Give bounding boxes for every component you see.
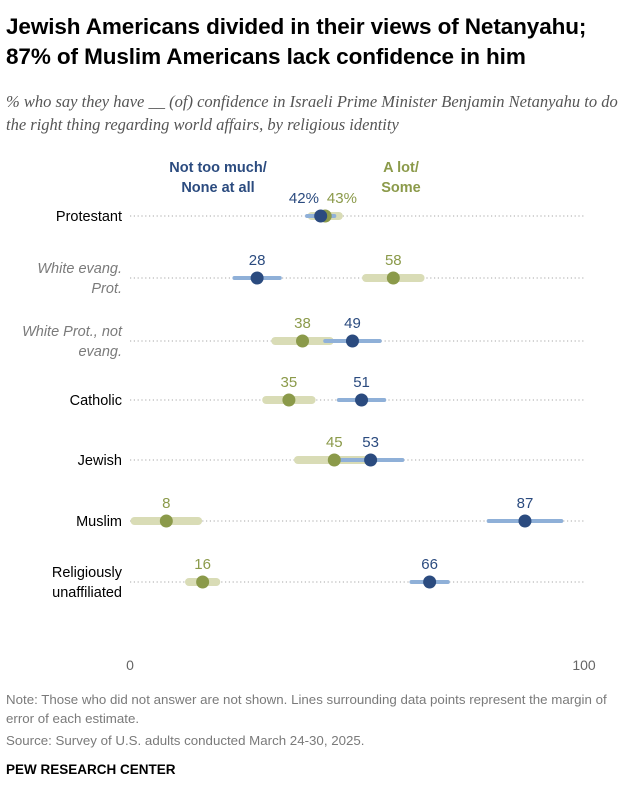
dot-a-lot — [196, 575, 210, 589]
row-label: Catholic — [70, 393, 122, 409]
chart-note: Note: Those who did not answer are not s… — [6, 692, 607, 726]
value-label-a-lot: 8 — [162, 495, 170, 512]
dot-not-too-much — [364, 453, 378, 467]
value-label-a-lot: 35 — [281, 374, 298, 391]
value-label-not-too-much: 66 — [421, 556, 438, 573]
value-label-not-too-much: 28 — [249, 252, 266, 269]
dot-not-too-much — [518, 514, 532, 528]
x-tick-label: 0 — [126, 657, 134, 673]
value-label-not-too-much: 42% — [289, 190, 319, 207]
value-label-a-lot: 43% — [327, 190, 357, 207]
row-label: evang. — [78, 344, 122, 360]
row-label: Muslim — [76, 514, 122, 530]
dot-not-too-much — [314, 209, 328, 223]
row-label: White evang. — [37, 261, 122, 277]
legend-not-too-much: Not too much/ — [169, 160, 266, 176]
dot-a-lot — [282, 393, 296, 407]
value-label-a-lot: 16 — [194, 556, 211, 573]
value-label-a-lot: 45 — [326, 434, 343, 451]
value-label-not-too-much: 87 — [517, 495, 534, 512]
legend-a-lot: A lot/ — [383, 160, 419, 176]
row-label: unaffiliated — [52, 585, 122, 601]
row-label: Protestant — [56, 209, 122, 225]
dot-a-lot — [159, 514, 173, 528]
value-label-a-lot: 58 — [385, 252, 402, 269]
value-label-not-too-much: 53 — [362, 434, 379, 451]
row-label: Jewish — [78, 453, 122, 469]
chart-title: Jewish Americans divided in their views … — [6, 14, 587, 69]
value-label-not-too-much: 51 — [353, 374, 370, 391]
dot-not-too-much — [355, 393, 369, 407]
legend-not-too-much: None at all — [181, 180, 254, 196]
dot-not-too-much — [423, 575, 437, 589]
legend-a-lot: Some — [381, 180, 421, 196]
chart-source: Source: Survey of U.S. adults conducted … — [6, 733, 365, 748]
dot-a-lot — [386, 271, 400, 285]
dot-plot: Not too much/None at all A lot/Some Protes… — [22, 160, 596, 673]
row-label: Prot. — [91, 281, 122, 297]
chart-subtitle: % who say they have __ (of) confidence i… — [6, 92, 618, 134]
pew-logo: PEW RESEARCH CENTER — [6, 762, 176, 777]
dot-a-lot — [296, 334, 310, 348]
dot-not-too-much — [345, 334, 359, 348]
row-label: White Prot., not — [22, 324, 123, 340]
value-label-not-too-much: 49 — [344, 315, 361, 332]
dot-a-lot — [327, 453, 341, 467]
row-label: Religiously — [52, 565, 123, 581]
dot-not-too-much — [250, 271, 264, 285]
x-tick-label: 100 — [572, 657, 596, 673]
value-label-a-lot: 38 — [294, 315, 311, 332]
